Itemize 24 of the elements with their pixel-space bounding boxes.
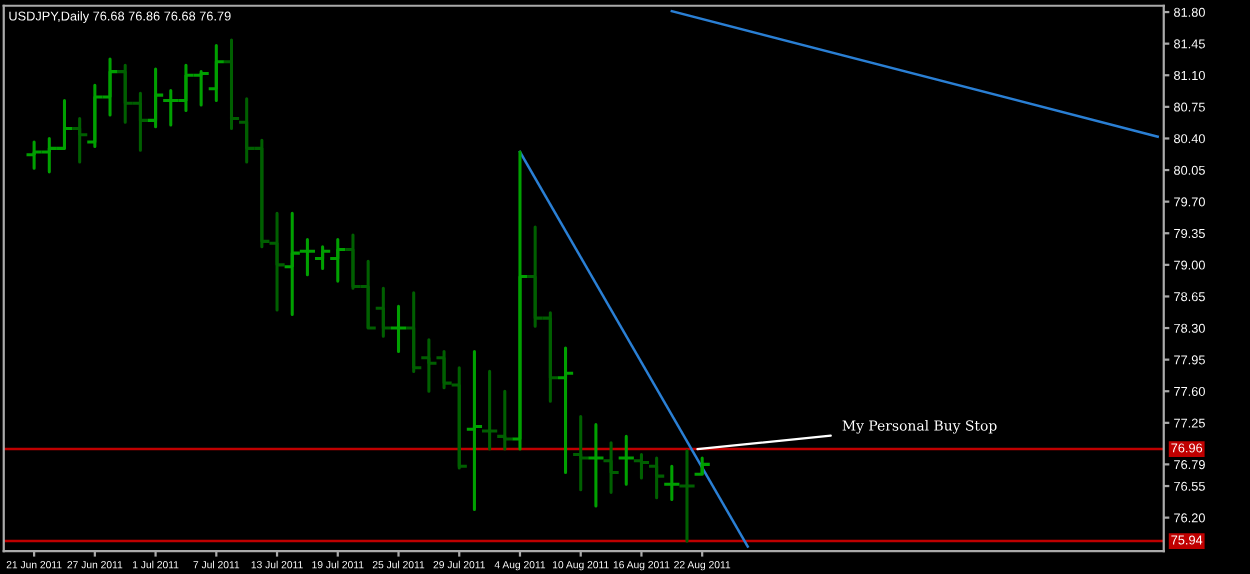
candlestick — [694, 456, 710, 476]
candlestick — [421, 338, 437, 393]
candlestick — [618, 434, 634, 486]
candlestick — [375, 286, 391, 338]
candlestick — [497, 389, 513, 451]
candlestick — [72, 117, 88, 164]
candlestick — [223, 38, 240, 131]
candlestick — [314, 245, 331, 270]
candlestick — [147, 67, 164, 129]
candlestick — [664, 464, 680, 502]
candlestick — [406, 291, 422, 373]
candlestick — [208, 43, 224, 103]
candlestick — [588, 423, 604, 508]
candlestick — [330, 238, 346, 283]
candlestick — [603, 441, 619, 494]
candlestick — [573, 414, 589, 492]
candlestick — [512, 150, 528, 451]
candlestick — [390, 304, 407, 354]
candlestick — [633, 452, 650, 480]
candlestick — [482, 369, 498, 451]
candlestick — [679, 449, 695, 543]
candlestick — [557, 346, 574, 475]
candlestick — [466, 349, 483, 512]
candlestick — [649, 456, 665, 500]
